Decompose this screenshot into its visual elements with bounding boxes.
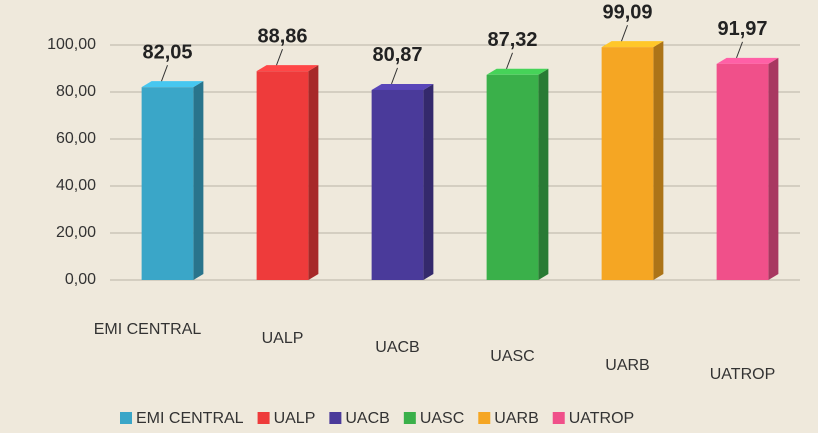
x-tick-label: EMI CENTRAL bbox=[94, 321, 202, 338]
bar-top bbox=[141, 81, 204, 88]
data-label: 80,87 bbox=[372, 44, 422, 66]
y-tick-label: 40,00 bbox=[56, 177, 96, 194]
label-leader bbox=[621, 24, 628, 42]
data-label: 87,32 bbox=[487, 29, 537, 51]
bar-side bbox=[768, 57, 779, 280]
bar bbox=[141, 87, 194, 281]
y-tick-label: 20,00 bbox=[56, 224, 96, 241]
x-tick-label: UASC bbox=[490, 348, 534, 365]
legend-swatch bbox=[257, 412, 270, 424]
x-tick-label: UACB bbox=[375, 339, 419, 356]
bar-top bbox=[716, 57, 779, 64]
legend-label: UARB bbox=[494, 410, 538, 427]
x-tick-label: UARB bbox=[605, 357, 649, 374]
label-leader bbox=[736, 41, 743, 59]
bar-side bbox=[653, 41, 664, 280]
data-label: 91,97 bbox=[717, 18, 767, 40]
bar-top bbox=[601, 41, 664, 48]
bar bbox=[371, 89, 424, 280]
legend-swatch bbox=[478, 412, 491, 424]
bar-side bbox=[193, 81, 204, 281]
legend-swatch bbox=[403, 412, 416, 424]
y-tick-label: 80,00 bbox=[56, 83, 96, 100]
legend-label: UATROP bbox=[569, 410, 634, 427]
data-label: 82,05 bbox=[142, 41, 192, 63]
bar bbox=[601, 47, 654, 280]
bar-side bbox=[423, 83, 434, 280]
y-tick-label: 0,00 bbox=[65, 271, 96, 288]
legend-label: EMI CENTRAL bbox=[136, 410, 244, 427]
label-leader bbox=[391, 67, 398, 85]
bar-side bbox=[538, 68, 549, 280]
legend-swatch bbox=[552, 412, 565, 424]
label-leader bbox=[276, 49, 283, 66]
bar-top bbox=[486, 68, 549, 75]
x-tick-label: UATROP bbox=[710, 366, 775, 383]
x-tick-label: UALP bbox=[262, 330, 304, 347]
label-leader bbox=[506, 52, 513, 69]
legend-label: UACB bbox=[345, 410, 389, 427]
y-tick-label: 60,00 bbox=[56, 130, 96, 147]
bar bbox=[486, 74, 539, 280]
bar-top bbox=[256, 65, 319, 72]
bar-top bbox=[371, 83, 434, 90]
data-label: 99,09 bbox=[602, 1, 652, 23]
data-label: 88,86 bbox=[257, 25, 307, 47]
legend-label: UALP bbox=[274, 410, 316, 427]
legend-swatch bbox=[120, 412, 132, 424]
legend-label: UASC bbox=[420, 410, 464, 427]
bar-side bbox=[308, 65, 319, 280]
y-tick-label: 100,00 bbox=[47, 36, 96, 53]
label-leader bbox=[161, 65, 168, 82]
bar bbox=[256, 71, 309, 280]
legend-swatch bbox=[329, 412, 342, 424]
bar bbox=[716, 63, 769, 280]
